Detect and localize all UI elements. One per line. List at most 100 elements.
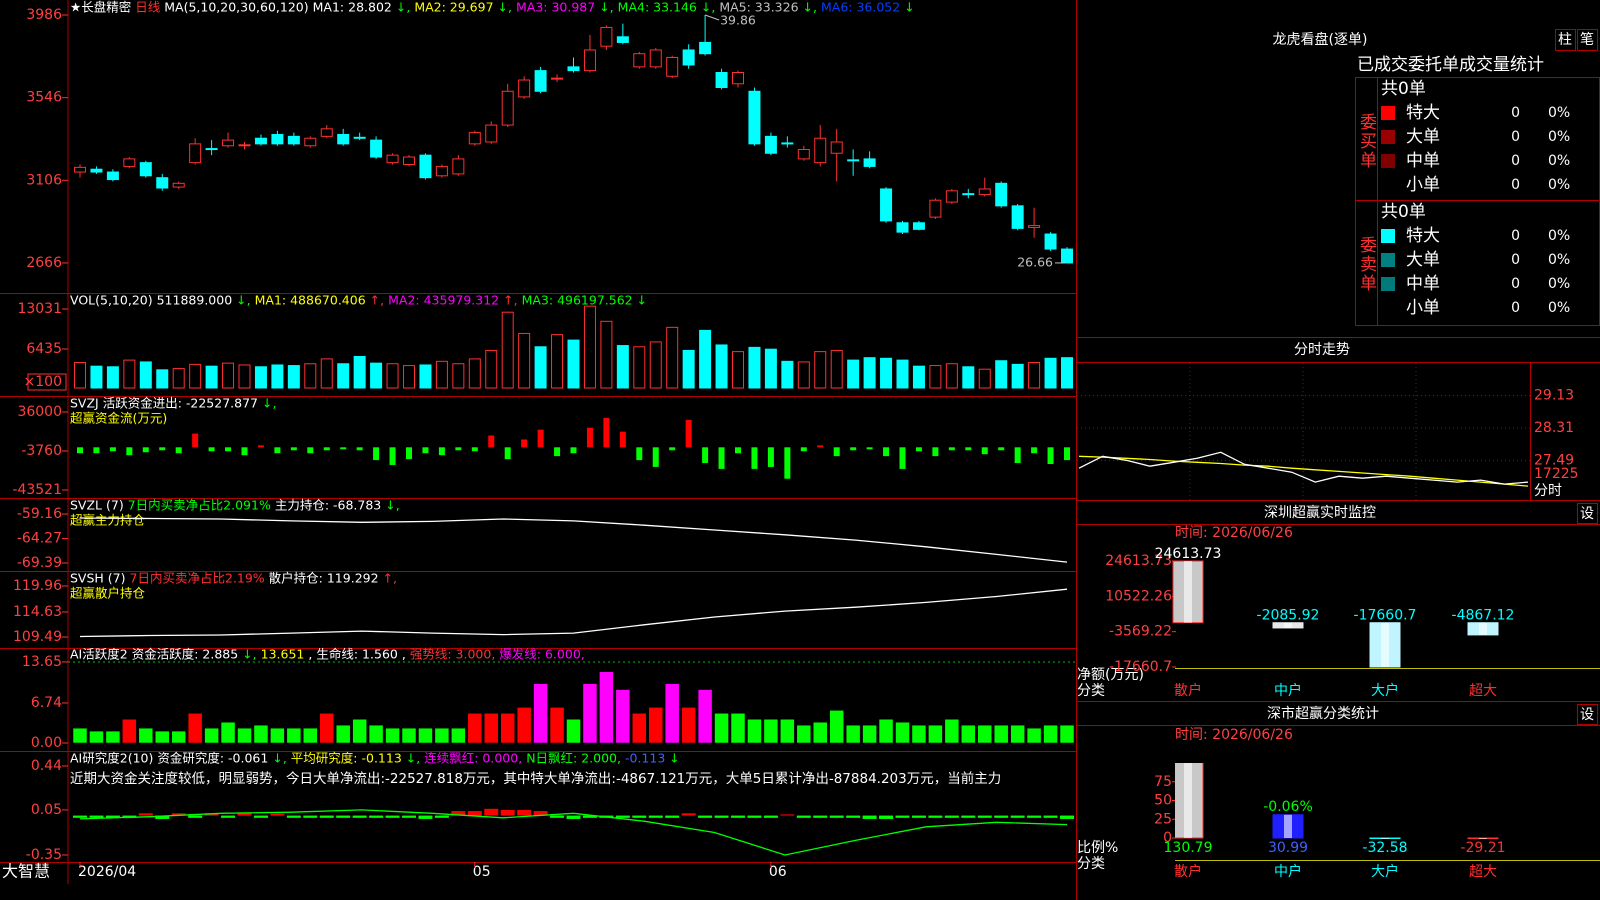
candle-body <box>929 199 942 218</box>
volume-unit: ×100 <box>24 374 62 390</box>
class-button[interactable]: 设 <box>1580 707 1594 723</box>
indicator-bar <box>225 447 232 452</box>
y-tick-label: 27.49 <box>1534 453 1574 469</box>
activity-bar <box>632 713 647 744</box>
volume-bar <box>781 360 794 389</box>
legend-text: ↓, <box>236 293 250 308</box>
candle-body <box>518 79 531 98</box>
legend-text: ↓ <box>669 751 679 766</box>
indicator-bar <box>632 815 647 818</box>
candle-body <box>633 53 646 68</box>
candle-body <box>748 90 761 145</box>
panel-subtitle: 超赢资金流(万元) <box>70 411 167 426</box>
activity-bar <box>747 718 762 744</box>
axis-label: 净额(万元) <box>1077 667 1144 683</box>
legend-text: MA2: 435979.312 <box>388 293 499 308</box>
dragon-button[interactable]: 柱 <box>1558 32 1572 48</box>
legend-text: ↓, <box>262 396 276 411</box>
row-name: 特大 <box>1406 226 1440 246</box>
activity-bar <box>467 713 483 744</box>
activity-bar <box>303 727 318 744</box>
y-tick-label: 29.13 <box>1534 388 1574 404</box>
legend-text: ★长盘精密 <box>70 0 131 15</box>
volume-bar <box>1044 357 1057 389</box>
research-line <box>79 809 1068 856</box>
legend-text: 连续飘红: 0.000, <box>424 751 522 766</box>
indicator-bar <box>159 447 166 451</box>
activity-bar <box>516 707 532 744</box>
activity-bar <box>1043 724 1058 744</box>
dragon-button[interactable]: 笔 <box>1580 32 1594 48</box>
volume-bar <box>962 366 975 389</box>
activity-bar <box>549 707 565 744</box>
activity-bar <box>1026 727 1042 744</box>
indicator-bar <box>603 417 610 448</box>
activity-bar <box>253 724 269 744</box>
indicator-bar <box>109 447 116 452</box>
indicator-bar <box>965 447 972 451</box>
indicator-bar <box>796 815 811 818</box>
legend-text: 日线 <box>135 0 161 15</box>
volume-bar <box>649 341 662 389</box>
indicator-bar <box>582 815 597 818</box>
candle-body <box>485 124 498 143</box>
category-label: 散户 <box>1174 863 1202 880</box>
legend-text: 爆发线: 6.000, <box>499 647 584 662</box>
indicator-bar <box>685 419 692 448</box>
activity-bar <box>484 713 499 744</box>
activity-bar <box>566 718 581 744</box>
value-label: 24613.73 <box>1155 546 1222 562</box>
indicator-bar <box>471 447 478 452</box>
volume-bar <box>715 344 728 389</box>
y-tick-label: 6435 <box>26 341 62 357</box>
category-label: 中户 <box>1274 863 1302 880</box>
monitor-button[interactable]: 设 <box>1580 506 1594 522</box>
indicator-bar <box>850 447 857 451</box>
indicator-bar <box>932 447 939 457</box>
candle-body <box>222 139 235 147</box>
activity-bar <box>270 727 285 744</box>
indicator-bar <box>817 445 824 448</box>
volume-bar <box>518 332 531 389</box>
indicator-bar <box>422 447 429 454</box>
row-swatch <box>1381 229 1395 243</box>
candle-body <box>271 133 284 145</box>
y-tick-label: 3546 <box>26 90 62 106</box>
row-pct: 0% <box>1548 129 1570 145</box>
legend-text: 平均研究度: -0.113 <box>291 751 402 766</box>
legend-text: 资金活跃度: 2.885 <box>132 647 238 662</box>
indicator-bar <box>780 814 795 816</box>
category-label: 超大 <box>1469 864 1497 880</box>
row-swatch <box>1381 130 1395 144</box>
indicator-bar <box>373 447 380 461</box>
activity-bar <box>451 727 466 744</box>
y-tick-label: 75 <box>1154 774 1172 790</box>
legend-text: SVZJ 活跃资金进出: -22527.877 <box>70 396 258 411</box>
row-count: 0 <box>1511 105 1520 121</box>
panel-subtitle: 超赢主力持仓 <box>70 513 146 528</box>
legend-text: ↑, <box>503 293 517 308</box>
value-label: 130.79 <box>1164 840 1213 856</box>
legend-text: ↓, <box>498 0 512 15</box>
candle-body <box>830 141 843 154</box>
activity-bar <box>171 730 186 744</box>
y-tick-label: 3986 <box>26 7 62 23</box>
row-pct: 0% <box>1548 252 1570 268</box>
indicator-bar <box>188 815 203 818</box>
legend-text: ↓, <box>396 0 410 15</box>
legend-text: 511889.000 <box>157 293 233 308</box>
indicator-bar <box>274 447 281 454</box>
candle-body <box>814 137 827 164</box>
research-summary: 近期大资金关注度较低，明显弱势，今日大单净流出:-22527.818万元，其中特… <box>70 770 1001 787</box>
volume-bar <box>222 362 235 389</box>
indicator-bar <box>356 447 363 451</box>
indicator-bar <box>537 429 544 448</box>
volume-bar <box>797 361 810 389</box>
legend-text: , <box>308 647 312 662</box>
indicator-bar <box>800 447 807 452</box>
volume-bar <box>287 365 300 389</box>
legend-text: ↓, <box>406 751 420 766</box>
volume-bar <box>666 326 679 389</box>
indicator-bar <box>438 447 445 456</box>
buttons[interactable] <box>1555 29 1598 725</box>
